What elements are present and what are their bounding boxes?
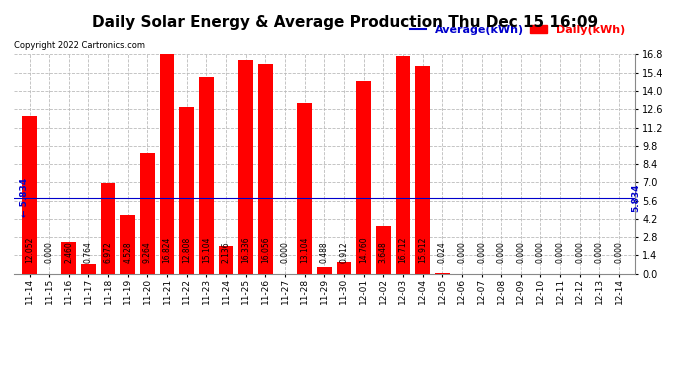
Text: ← 5.834: ← 5.834: [20, 178, 29, 217]
Bar: [81, 264, 96, 274]
Text: 12.808: 12.808: [182, 237, 191, 263]
Bar: [22, 116, 37, 274]
Text: 0.912: 0.912: [339, 241, 348, 263]
Bar: [199, 76, 214, 274]
Bar: [395, 56, 411, 274]
Bar: [376, 226, 391, 274]
Text: 0.000: 0.000: [595, 241, 604, 263]
Text: 2.136: 2.136: [221, 241, 230, 263]
Text: 0.000: 0.000: [497, 241, 506, 263]
Bar: [61, 242, 76, 274]
Text: 14.760: 14.760: [359, 236, 368, 263]
Bar: [238, 60, 253, 274]
Text: 0.000: 0.000: [281, 241, 290, 263]
Bar: [317, 267, 332, 274]
Text: 5.834: 5.834: [631, 183, 640, 212]
Text: 3.648: 3.648: [379, 241, 388, 263]
Text: 15.912: 15.912: [418, 236, 427, 263]
Text: 4.528: 4.528: [124, 241, 132, 263]
Bar: [415, 66, 430, 274]
Text: 13.104: 13.104: [300, 236, 309, 263]
Text: Daily Solar Energy & Average Production Thu Dec 15 16:09: Daily Solar Energy & Average Production …: [92, 15, 598, 30]
Text: 0.000: 0.000: [45, 241, 54, 263]
Text: 0.000: 0.000: [477, 241, 486, 263]
Text: 9.264: 9.264: [143, 241, 152, 263]
Bar: [179, 106, 194, 274]
Text: 0.488: 0.488: [319, 241, 329, 263]
Text: 0.000: 0.000: [555, 241, 564, 263]
Text: 15.104: 15.104: [202, 236, 211, 263]
Bar: [101, 183, 115, 274]
Text: 16.056: 16.056: [261, 236, 270, 263]
Text: 0.000: 0.000: [575, 241, 584, 263]
Text: 2.460: 2.460: [64, 241, 73, 263]
Text: 16.712: 16.712: [398, 236, 407, 263]
Text: 0.000: 0.000: [516, 241, 525, 263]
Bar: [356, 81, 371, 274]
Text: 0.024: 0.024: [437, 241, 446, 263]
Bar: [297, 103, 312, 274]
Text: 0.000: 0.000: [457, 241, 466, 263]
Text: 12.052: 12.052: [25, 236, 34, 263]
Bar: [140, 153, 155, 274]
Text: 0.000: 0.000: [536, 241, 545, 263]
Text: 0.764: 0.764: [84, 241, 93, 263]
Text: 0.000: 0.000: [615, 241, 624, 263]
Text: 16.824: 16.824: [163, 236, 172, 263]
Bar: [159, 54, 175, 274]
Bar: [121, 214, 135, 274]
Text: 6.972: 6.972: [104, 241, 112, 263]
Text: 16.336: 16.336: [241, 236, 250, 263]
Text: Copyright 2022 Cartronics.com: Copyright 2022 Cartronics.com: [14, 41, 145, 50]
Bar: [219, 246, 233, 274]
Bar: [258, 64, 273, 274]
Legend: Average(kWh), Daily(kWh): Average(kWh), Daily(kWh): [405, 21, 629, 39]
Bar: [337, 262, 351, 274]
